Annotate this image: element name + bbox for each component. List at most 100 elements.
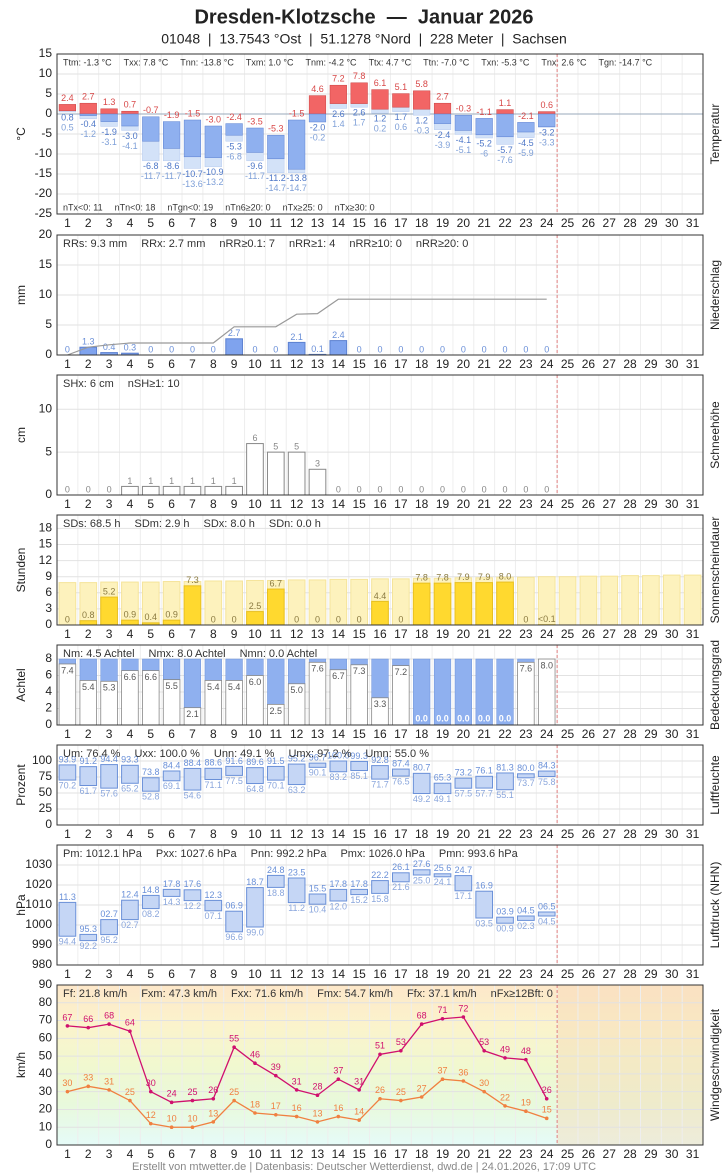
max-label: 24.8 xyxy=(267,865,285,875)
day-label: 11 xyxy=(270,216,283,230)
ground-min-label: -0.2 xyxy=(310,132,326,142)
day-label: 25 xyxy=(561,627,575,641)
day-label: 19 xyxy=(436,627,450,641)
min-label: -6.8 xyxy=(143,161,159,171)
stat-label: RRx: 2.7 mm xyxy=(141,238,205,250)
y-axis-label: Achtel xyxy=(14,668,28,701)
max-label: 91.5 xyxy=(267,756,285,766)
ground-min-bar xyxy=(267,158,285,174)
min-label: 99.0 xyxy=(246,927,264,937)
stat-label: Ffx: 37.1 km/h xyxy=(407,988,477,1000)
min-label: -10.9 xyxy=(203,167,224,177)
range-box xyxy=(183,889,202,902)
day-label: 6 xyxy=(168,727,175,741)
stat-label: Nmx: 8.0 Achtel xyxy=(149,648,226,660)
value-label: 0 xyxy=(482,484,487,494)
range-box xyxy=(225,910,243,933)
stat-label: nRR≥0.1: 7 xyxy=(219,238,275,250)
min-label: 17.1 xyxy=(455,891,473,901)
range-box xyxy=(537,911,556,917)
y-tick-label: 0 xyxy=(45,106,52,120)
series-point xyxy=(86,1025,91,1030)
max-label: 73.2 xyxy=(455,768,473,778)
y-tick-label: 20 xyxy=(39,227,53,241)
cold-bar xyxy=(183,119,202,158)
y-tick-label: 0 xyxy=(45,347,52,361)
value-label: 5.4 xyxy=(82,682,95,692)
cold-bar xyxy=(121,113,139,127)
series-point xyxy=(86,1084,91,1089)
value-label: 5.2 xyxy=(103,586,116,596)
day-label: 24 xyxy=(540,967,554,981)
day-label: 10 xyxy=(248,827,262,841)
series-point xyxy=(107,1022,111,1026)
day-label: 31 xyxy=(686,967,700,981)
cloud-bar xyxy=(142,658,160,671)
min-label: -9.6 xyxy=(247,161,263,171)
day-label: 21 xyxy=(478,727,492,741)
page-subtitle: 01048 | 13.7543 °Ost | 51.1278 °Nord | 2… xyxy=(161,31,567,47)
plot-frame xyxy=(56,744,704,826)
ground-min-label: -14.7 xyxy=(286,183,307,193)
max-label: 80.0 xyxy=(517,763,535,773)
series-point xyxy=(65,1024,70,1028)
min-label: 10.4 xyxy=(309,905,327,915)
y-axis-label: mm xyxy=(14,285,28,305)
day-label: 12 xyxy=(290,727,304,741)
min-label: 55.1 xyxy=(496,790,514,800)
value-label: 64 xyxy=(125,1018,135,1028)
series-point xyxy=(378,1096,382,1101)
value-label: 0 xyxy=(440,344,445,354)
series-point xyxy=(211,1120,216,1124)
value-label: 7.9 xyxy=(478,572,491,582)
series-point xyxy=(128,1098,132,1103)
day-label: 29 xyxy=(644,727,658,741)
y-tick-label: 15 xyxy=(39,46,53,60)
bar xyxy=(183,485,202,496)
max-label: -2.4 xyxy=(226,112,242,122)
day-label: 7 xyxy=(189,727,196,741)
day-label: 24 xyxy=(540,1147,554,1161)
min-label: 21.6 xyxy=(392,882,410,892)
day-label: 10 xyxy=(248,627,262,641)
day-label: 27 xyxy=(603,827,617,841)
ground-min-bar xyxy=(433,123,452,130)
day-label: 8 xyxy=(210,727,217,741)
series-point xyxy=(190,1125,195,1130)
min-label: -0.4 xyxy=(81,119,97,129)
range-box xyxy=(475,890,494,919)
ground-min-label: -7.6 xyxy=(497,155,513,165)
day-label: 30 xyxy=(665,827,679,841)
max-label: 73.8 xyxy=(142,767,160,777)
series-point xyxy=(336,1114,341,1119)
day-label: 25 xyxy=(561,497,575,511)
range-box xyxy=(246,887,264,928)
value-label: 15 xyxy=(542,1105,552,1115)
series-point xyxy=(128,1029,132,1034)
value-label: 2.1 xyxy=(186,709,199,719)
y-tick-label: -20 xyxy=(35,186,53,200)
ground-min-bar xyxy=(392,106,410,112)
stat-label: Pm: 1012.1 hPa xyxy=(63,848,143,860)
value-label: 51 xyxy=(375,1041,385,1051)
ground-min-label: 0.5 xyxy=(61,122,74,132)
range-box xyxy=(308,762,327,768)
day-label: 18 xyxy=(415,357,429,371)
y-tick-label: 6 xyxy=(45,668,52,682)
series-point xyxy=(315,1120,320,1124)
day-label: 8 xyxy=(210,216,217,230)
series-point xyxy=(399,1048,403,1053)
series-point xyxy=(524,1057,528,1062)
value-label: 72 xyxy=(458,1003,468,1013)
max-label: -0.3 xyxy=(456,104,472,114)
day-label: 16 xyxy=(373,216,387,230)
min-label: 04.5 xyxy=(538,916,556,926)
range-box xyxy=(100,919,118,936)
cold-bar xyxy=(79,113,97,116)
day-label: 11 xyxy=(270,727,283,741)
value-label: 6.6 xyxy=(145,672,158,682)
day-label: 16 xyxy=(373,827,387,841)
day-label: 22 xyxy=(498,497,512,511)
cold-bar xyxy=(163,121,181,149)
range-box xyxy=(121,899,139,921)
